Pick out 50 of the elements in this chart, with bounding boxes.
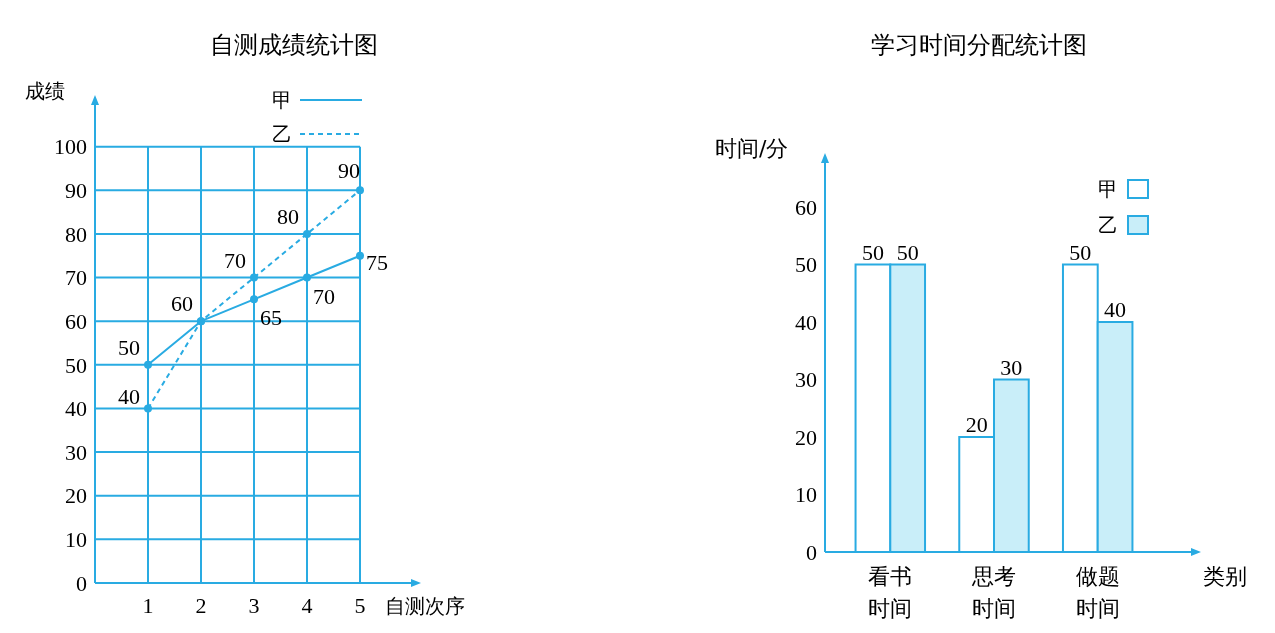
x-tick-label: 4: [301, 593, 313, 618]
y-tick-label: 60: [795, 194, 817, 220]
y-tick-label: 0: [806, 539, 817, 565]
y-tick-label: 30: [65, 439, 87, 465]
y-tick-label: 80: [65, 221, 87, 247]
data-label: 90: [338, 158, 360, 184]
data-label: 80: [277, 203, 299, 229]
x-tick-label: 3: [248, 593, 260, 618]
y-tick-label: 30: [795, 367, 817, 393]
data-label: 40: [1104, 297, 1127, 322]
y-tick-label: 10: [795, 482, 817, 508]
x-tick-label: 做题时间: [1075, 564, 1120, 621]
chart-title: 自测成绩统计图: [210, 31, 378, 59]
chart-title: 学习时间分配统计图: [871, 31, 1087, 59]
y-tick-label: 50: [795, 252, 817, 278]
y-tick-label: 10: [65, 527, 87, 553]
x-tick-label: 5: [354, 593, 366, 618]
data-label: 30: [1000, 354, 1023, 380]
data-label: 50: [861, 239, 884, 265]
legend-label: 乙: [272, 122, 292, 146]
data-label: 20: [965, 412, 988, 437]
data-label: 70: [313, 283, 335, 309]
legend-label: 甲: [272, 88, 292, 112]
x-axis-title: 类别: [1203, 564, 1247, 589]
y-tick-label: 40: [795, 309, 817, 335]
x-axis-title: 自测次序: [385, 594, 465, 618]
data-label: 75: [366, 249, 388, 275]
data-label: 70: [224, 247, 246, 273]
x-tick-label: 2: [195, 593, 207, 618]
legend-label: 乙: [1098, 213, 1118, 237]
y-tick-label: 100: [54, 134, 87, 160]
legend-label: 甲: [1098, 177, 1118, 201]
y-tick-label: 50: [65, 352, 87, 378]
y-tick-label: 0: [76, 570, 87, 596]
y-tick-label: 70: [65, 265, 87, 291]
x-tick-label: 1: [142, 593, 154, 618]
x-tick-label: 思考时间: [971, 564, 1016, 621]
data-label: 50: [118, 334, 140, 360]
y-axis-title: 成绩: [25, 79, 65, 103]
y-tick-label: 60: [65, 308, 87, 334]
y-tick-label: 20: [795, 424, 817, 450]
y-tick-label: 90: [65, 177, 87, 203]
y-tick-label: 40: [65, 396, 87, 422]
y-tick-label: 20: [65, 483, 87, 509]
x-tick-label: 看书时间: [868, 564, 913, 621]
data-label: 60: [171, 291, 193, 317]
data-label: 50: [896, 239, 919, 265]
data-label: 50: [1069, 239, 1092, 265]
data-label: 40: [118, 384, 140, 410]
y-axis-title: 时间/分: [715, 136, 789, 161]
